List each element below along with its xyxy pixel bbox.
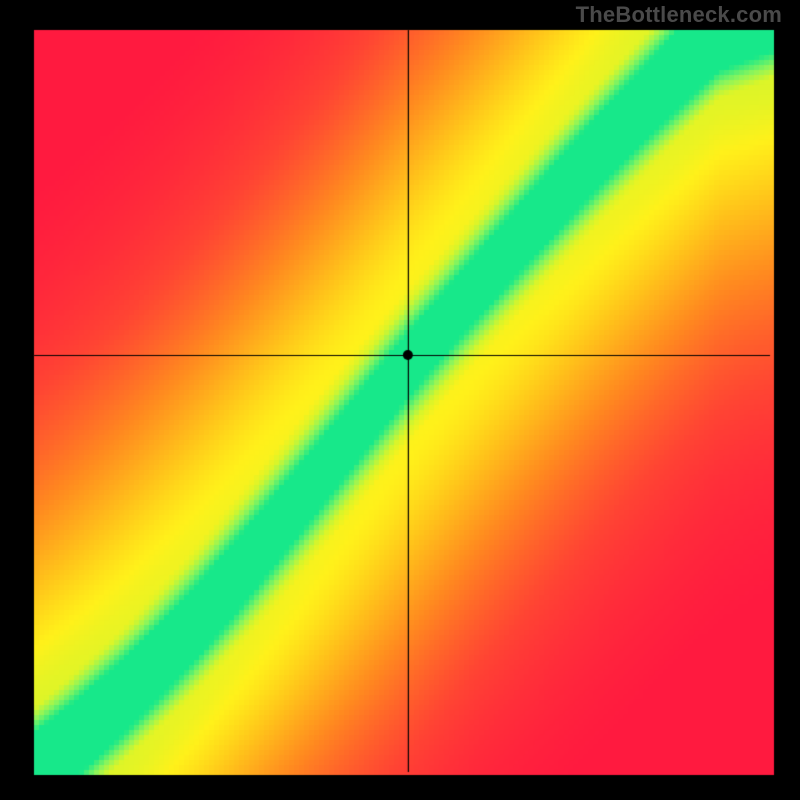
watermark-text: TheBottleneck.com bbox=[576, 2, 782, 28]
crosshair-overlay bbox=[0, 0, 800, 800]
